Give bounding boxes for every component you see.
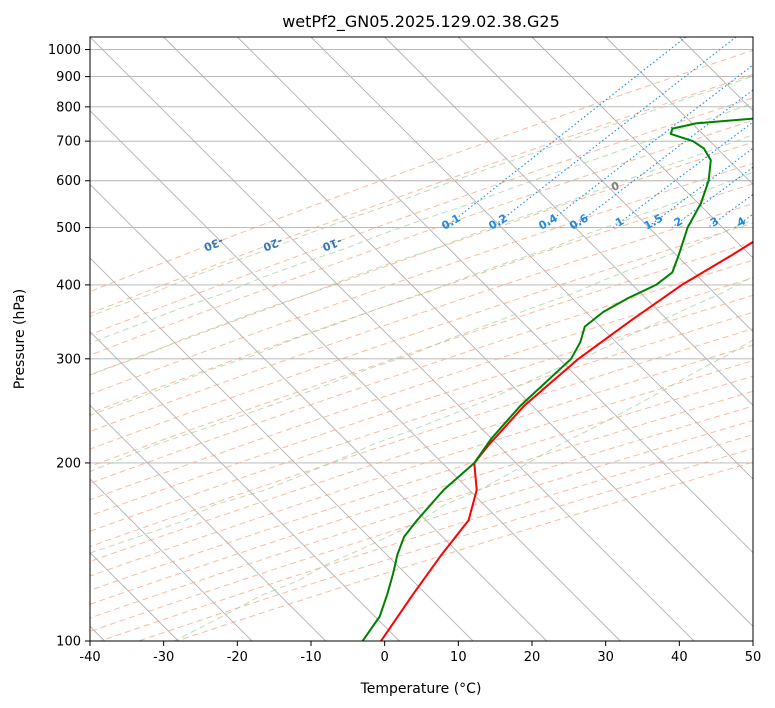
series-layer	[361, 117, 753, 641]
dry-adiabat-line	[90, 119, 753, 356]
isotherm-line	[237, 37, 753, 554]
dry-adiabat-line	[90, 141, 753, 376]
x-axis-label: Temperature (°C)	[360, 681, 482, 697]
y-tick-label: 500	[56, 221, 81, 236]
dry-adiabat-line	[90, 360, 753, 577]
isotherm-line	[90, 183, 547, 641]
y-tick-label: 200	[56, 456, 81, 471]
dry-adiabat-line	[176, 461, 753, 641]
y-tick-label: 600	[56, 174, 81, 189]
tick-layer: -40 -30 -20 -10 0 10 20 30 40 50 100 200 300 400 500 60…	[48, 43, 761, 665]
chart-title: wetPf2_GN05.2025.129.02.38.G25	[282, 12, 560, 32]
y-tick-label: 800	[56, 100, 81, 115]
moist-adiabat-line	[90, 134, 753, 376]
isotherm-line	[90, 404, 326, 641]
isotherm-line	[310, 37, 753, 480]
isotherm-line	[384, 37, 753, 406]
y-axis-label: Pressure (hPa)	[12, 289, 28, 389]
isotherm-line	[90, 331, 400, 641]
isotherm-line	[90, 37, 695, 641]
isotherm-line	[458, 37, 753, 333]
moist-adiabat-line	[90, 276, 753, 554]
dewpoint-profile-line	[361, 117, 753, 641]
grid-layer	[90, 37, 753, 641]
isotherm-line	[605, 37, 753, 185]
dry-adiabat-line	[138, 448, 753, 641]
y-tick-label: 300	[56, 352, 81, 367]
y-tick-label: 1000	[48, 43, 81, 58]
dry-adiabat-line	[90, 162, 753, 395]
mixing-ratio-line	[612, 121, 753, 229]
dry-adiabat-line	[100, 434, 753, 641]
isotherm-line	[90, 110, 621, 641]
x-tick-label: 0	[381, 650, 389, 665]
x-tick-label: 10	[450, 650, 467, 665]
mixing-ratio-line	[541, 64, 753, 229]
dry-adiabat-line	[90, 183, 753, 414]
x-tick-label: -40	[79, 650, 100, 665]
x-tick-label: 20	[524, 650, 541, 665]
dry-adiabat-line	[90, 97, 753, 336]
x-tick-label: -20	[227, 650, 248, 665]
x-tick-label: 40	[671, 650, 688, 665]
dry-adiabat-line	[90, 328, 753, 548]
moist-adiabat-line	[90, 219, 753, 473]
plot-frame	[89, 36, 754, 642]
x-tick-label: -10	[300, 650, 321, 665]
x-tick-label: -30	[153, 650, 174, 665]
y-tick-label: 900	[56, 70, 81, 85]
moist-adiabat-line	[90, 75, 753, 318]
isotherm-line	[163, 37, 753, 627]
temperature-profile-line	[380, 240, 753, 641]
x-tick-label: 30	[597, 650, 614, 665]
mixing-ratio-line	[444, 37, 687, 229]
moist-adiabat-label: 0	[609, 178, 621, 193]
isotherm-line	[90, 257, 474, 641]
y-tick-label: 400	[56, 278, 81, 293]
x-tick-label: 50	[745, 650, 762, 665]
y-tick-label: 700	[56, 135, 81, 150]
dry-adiabat-line	[90, 344, 753, 562]
y-tick-label: 100	[56, 635, 81, 650]
moist-adiabat-line	[173, 339, 753, 641]
